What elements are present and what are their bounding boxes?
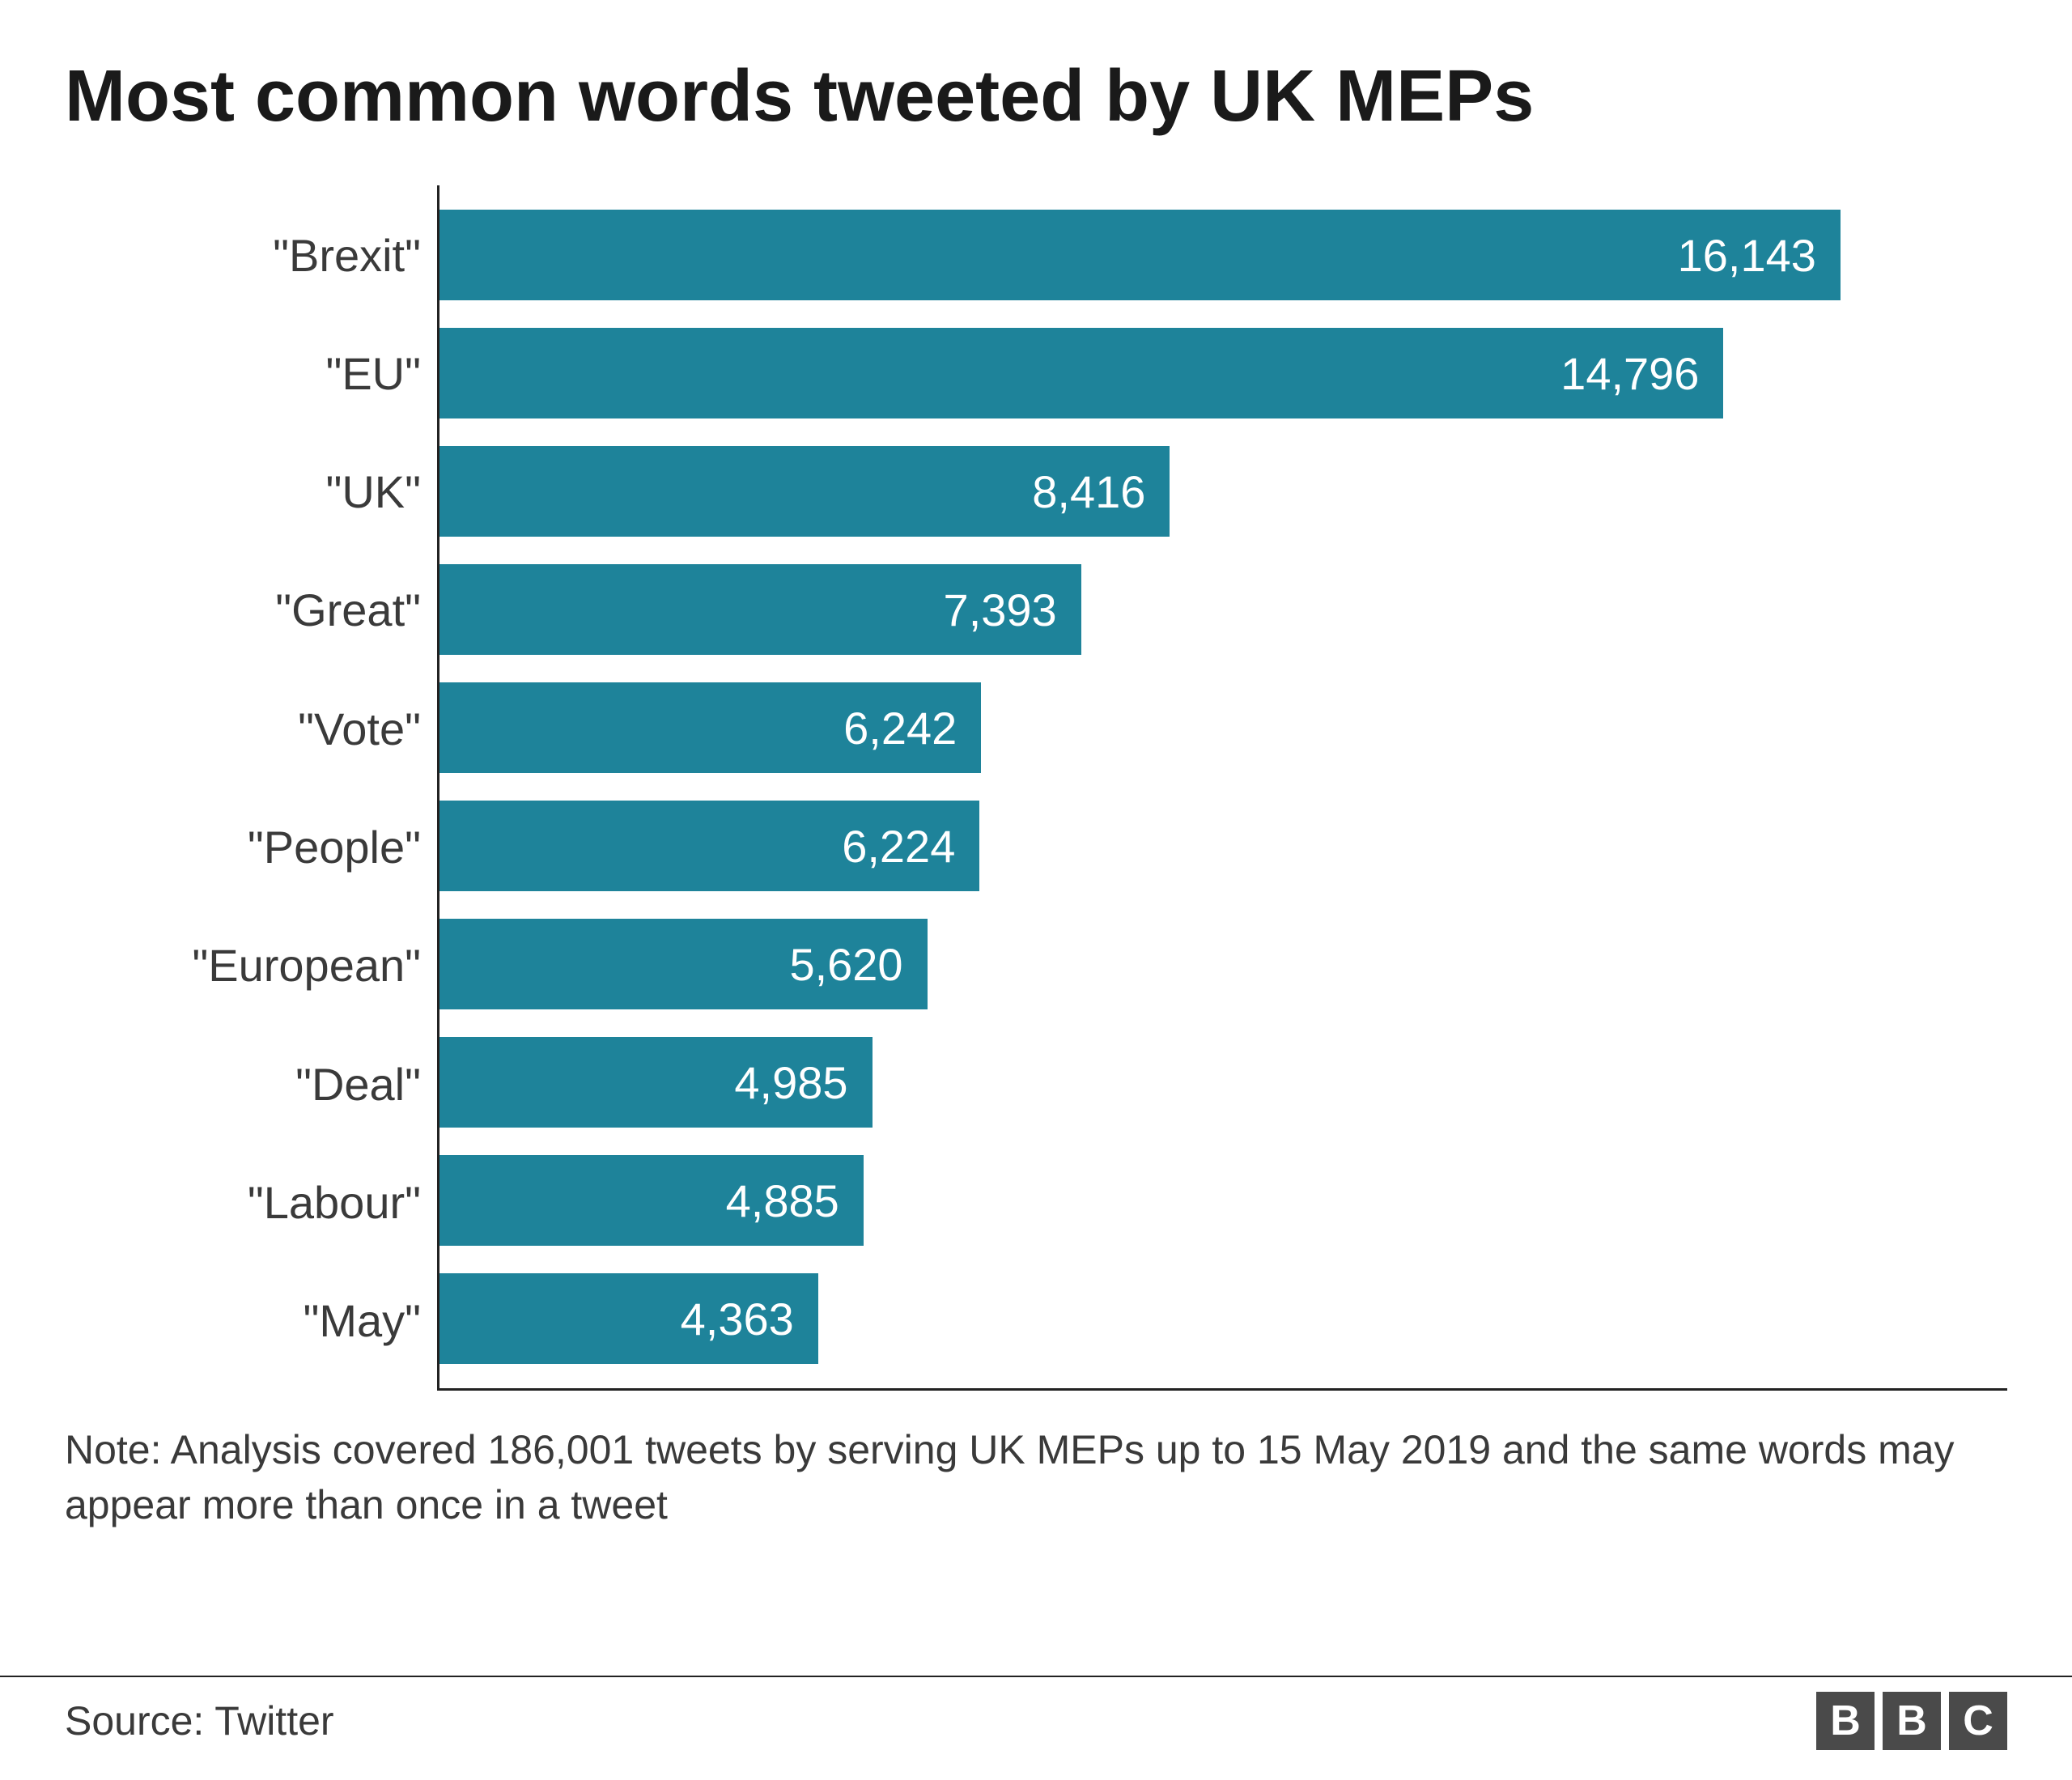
- chart-area: "Brexit" "EU" "UK" "Great" "Vote" "People" "Eu…: [65, 185, 2007, 1391]
- y-axis-label: "European": [65, 920, 421, 1011]
- bar: 4,985: [439, 1037, 873, 1128]
- bar: 8,416: [439, 446, 1170, 537]
- bar: 16,143: [439, 210, 1841, 300]
- chart-note: Note: Analysis covered 186,001 tweets by…: [65, 1423, 2007, 1532]
- bar: 4,885: [439, 1155, 864, 1246]
- bar: 7,393: [439, 564, 1081, 655]
- bar-row: 8,416: [439, 446, 2007, 537]
- y-axis-labels: "Brexit" "EU" "UK" "Great" "Vote" "People" "Eu…: [65, 185, 437, 1391]
- y-axis-label: "EU": [65, 328, 421, 418]
- bar-value-label: 4,985: [734, 1056, 872, 1109]
- bar-row: 4,885: [439, 1155, 2007, 1246]
- bar-row: 5,620: [439, 919, 2007, 1009]
- footer: Source: Twitter BBC: [0, 1692, 2072, 1750]
- y-axis-label: "People": [65, 802, 421, 893]
- bar-row: 7,393: [439, 564, 2007, 655]
- plot-panel: 16,143 14,796 8,416 7,393 6,242 6,224 5,620 4,9…: [437, 185, 2007, 1391]
- bar-value-label: 14,796: [1560, 347, 1723, 400]
- bar-value-label: 7,393: [944, 584, 1081, 636]
- bar-row: 4,985: [439, 1037, 2007, 1128]
- y-axis-label: "May": [65, 1276, 421, 1366]
- bar-row: 14,796: [439, 328, 2007, 418]
- y-axis-label: "Deal": [65, 1039, 421, 1129]
- bbc-logo-letter: B: [1883, 1692, 1941, 1750]
- bbc-logo: BBC: [1816, 1692, 2007, 1750]
- bar: 4,363: [439, 1273, 818, 1364]
- bar-value-label: 6,224: [842, 820, 979, 873]
- bar: 5,620: [439, 919, 928, 1009]
- bar-row: 16,143: [439, 210, 2007, 300]
- bar-value-label: 5,620: [789, 938, 927, 991]
- bars-column: 16,143 14,796 8,416 7,393 6,242 6,224 5,620 4,9…: [439, 210, 2007, 1364]
- bar-value-label: 8,416: [1032, 465, 1170, 518]
- source-text: Source: Twitter: [65, 1697, 334, 1744]
- chart-container: Most common words tweeted by UK MEPs "Br…: [0, 0, 2072, 1780]
- chart-title: Most common words tweeted by UK MEPs: [65, 57, 2007, 137]
- y-axis-label: "UK": [65, 447, 421, 537]
- y-axis-label: "Labour": [65, 1158, 421, 1248]
- bar-value-label: 4,363: [681, 1293, 818, 1345]
- bar: 14,796: [439, 328, 1723, 418]
- bar-row: 6,224: [439, 801, 2007, 891]
- footer-rule: [0, 1676, 2072, 1677]
- bar-row: 4,363: [439, 1273, 2007, 1364]
- bar: 6,224: [439, 801, 979, 891]
- bar: 6,242: [439, 682, 981, 773]
- bbc-logo-letter: B: [1816, 1692, 1875, 1750]
- y-axis-label: "Great": [65, 565, 421, 656]
- y-axis-label: "Vote": [65, 683, 421, 774]
- bar-value-label: 6,242: [843, 702, 981, 754]
- bar-value-label: 16,143: [1678, 229, 1841, 282]
- bar-row: 6,242: [439, 682, 2007, 773]
- bbc-logo-letter: C: [1949, 1692, 2007, 1750]
- bar-value-label: 4,885: [726, 1175, 864, 1227]
- y-axis-label: "Brexit": [65, 210, 421, 300]
